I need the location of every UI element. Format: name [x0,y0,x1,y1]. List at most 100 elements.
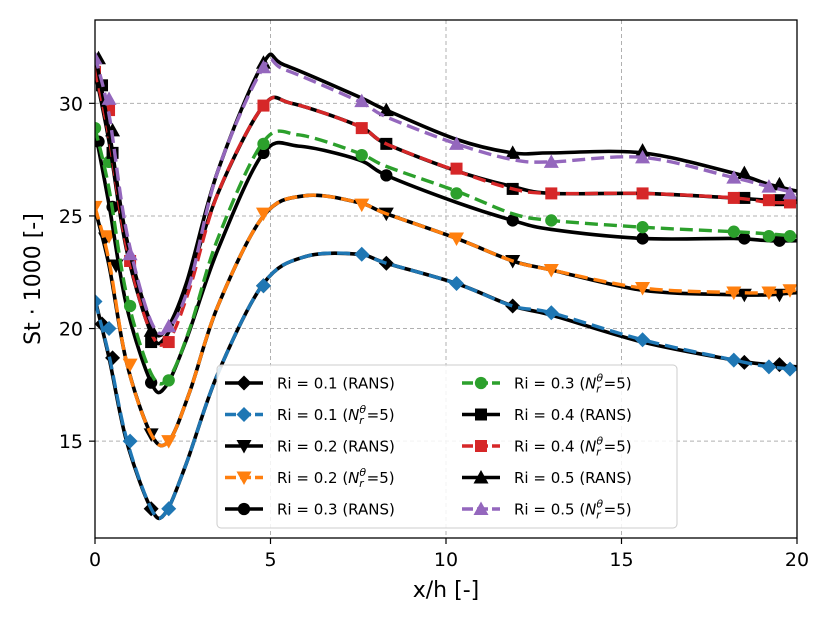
series-1 [95,246,797,521]
data-point [161,318,177,333]
legend-marker [236,440,252,454]
legend-label-subscript: r [596,509,602,522]
legend-label: Ri = 0.2 (RANS) [277,438,395,456]
data-point [636,187,649,200]
data-point [95,200,103,215]
series-layer [95,50,797,521]
legend-item: Ri = 0.4 (RANS) [462,406,632,424]
legend-marker [237,502,251,516]
y-tick-label: 25 [59,206,83,228]
data-point [255,278,271,294]
data-point [545,214,558,227]
data-point [782,361,797,377]
data-point [354,93,370,108]
legend-marker [236,407,252,422]
data-point [449,276,465,292]
legend-item: Ri = 0.3 (Nθ r =5) [462,372,632,396]
legend-marker [236,375,252,391]
legend-item: Ri = 0.5 (RANS) [462,469,632,487]
series-7 [95,65,797,349]
data-point [761,179,777,193]
data-point [101,91,117,105]
x-tick-label: 15 [609,549,633,571]
data-point [105,122,121,137]
data-point [95,121,102,135]
legend-label-suffix: =5) [367,406,395,424]
data-point [95,50,103,65]
data-point [635,143,651,157]
data-point [95,294,103,310]
legend-item: Ri = 0.4 (Nθ r =5) [462,435,632,459]
data-point [762,230,776,243]
series-5 [95,121,797,387]
x-tick-label: 5 [264,549,276,571]
data-point [636,232,649,245]
series-9 [95,50,797,336]
legend-label: Ri = 0.1 (RANS) [277,375,395,393]
legend-item: Ri = 0.2 (RANS) [225,438,395,456]
legend-label-suffix: =5) [604,375,632,393]
data-point [783,230,797,243]
data-point [122,358,138,373]
data-point [736,165,752,180]
data-point [771,176,787,191]
legend-marker [475,440,487,452]
series-line [95,55,797,336]
data-point [450,162,463,175]
legend-label-prefix: Ri = 0.5 ( [514,501,585,519]
data-point [726,286,742,301]
data-point [543,154,559,168]
ticks: 0 5 10 15 20 15 20 25 30 [59,93,809,571]
data-point [122,246,138,261]
legend-label-symbol: N [585,375,596,393]
data-point [380,169,393,182]
data-point [161,501,177,517]
legend-box [216,364,678,529]
data-point [354,198,370,213]
data-point [761,286,777,301]
data-point [122,433,138,449]
data-point [378,102,394,117]
legend-label-subscript: r [596,446,602,459]
data-point [449,136,465,150]
legend-label-prefix: Ri = 0.1 ( [277,406,348,424]
legend-label-superscript: θ [596,498,603,511]
legend-marker [236,471,252,485]
data-point [506,214,519,227]
x-tick-label: 0 [89,549,101,571]
legend-item: Ri = 0.2 (Nθ r =5) [225,466,395,490]
data-point [543,305,559,321]
series-line [95,193,797,448]
data-point [762,194,775,207]
legend-label-prefix: Ri = 0.3 ( [514,375,585,393]
y-tick-label: 30 [59,93,83,115]
data-point [161,435,177,449]
data-point [783,196,796,209]
legend-label-symbol: N [585,438,596,456]
data-point [738,232,751,245]
legend-label-suffix: =5) [367,469,395,487]
data-point [162,374,175,387]
data-point [761,359,777,375]
data-point [257,137,270,151]
data-point [505,298,521,314]
legend-marker [473,470,489,484]
y-axis-label: St · 1000 [-] [21,213,46,345]
data-point [636,221,649,234]
data-point [782,185,797,200]
legend-label-superscript: θ [596,435,603,448]
legend-label-symbol: N [348,469,359,487]
legend-label: Ri = 0.5 (RANS) [514,469,632,487]
data-point [354,246,370,262]
legend-label: Ri = 0.3 (RANS) [277,501,395,519]
data-point [635,332,651,348]
legend-label: Ri = 0.3 (Nθ r =5) [514,372,632,396]
legend-label-superscript: θ [359,466,366,479]
data-point [101,321,117,337]
legend-label: Ri = 0.4 (Nθ r =5) [514,435,632,459]
x-axis-label: x/h [-] [413,578,479,603]
data-point [635,282,651,296]
x-tick-label: 20 [785,549,809,571]
legend-marker [474,376,488,390]
